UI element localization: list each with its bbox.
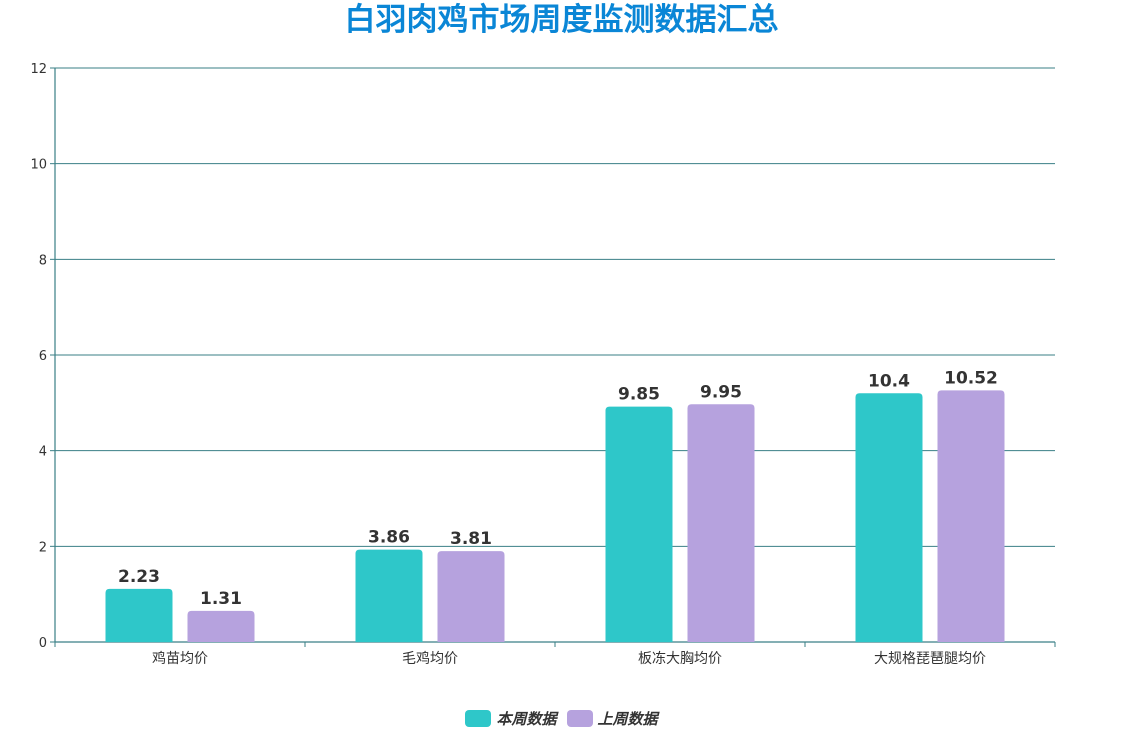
legend-label-previous: 上周数据 <box>597 710 658 728</box>
y-tick-label: 8 <box>39 253 47 268</box>
y-tick-label: 2 <box>39 540 47 555</box>
data-label: 3.86 <box>368 528 410 548</box>
bar[interactable] <box>355 549 423 642</box>
x-tick-label: 板冻大胸均价 <box>638 650 722 667</box>
data-labels: 2.23 3.86 9.85 10.4 1.31 3.81 9.95 10.52 <box>118 368 998 609</box>
data-label: 1.31 <box>200 589 242 609</box>
data-label: 9.85 <box>618 385 660 405</box>
bar[interactable] <box>105 588 173 642</box>
chart-title: 白羽肉鸡市场周度监测数据汇总 <box>344 2 779 38</box>
y-tick-label: 6 <box>39 349 47 364</box>
data-label: 2.23 <box>118 567 160 587</box>
bar[interactable] <box>937 390 1005 642</box>
bar[interactable] <box>855 393 923 642</box>
legend-swatch-previous <box>566 710 593 727</box>
bar-chart: 0 2 4 6 8 10 12 鸡苗均价 毛鸡均价 板冻大胸均价 大规格琵琶腿均价 2.23 3.86… <box>30 62 1056 667</box>
gridlines <box>55 67 1055 547</box>
legend-swatch-current <box>465 710 492 727</box>
data-label: 9.95 <box>700 382 742 402</box>
bar[interactable] <box>187 610 255 642</box>
bar[interactable] <box>687 404 755 642</box>
y-tick-label: 12 <box>30 62 47 77</box>
data-label: 10.4 <box>868 371 910 391</box>
legend-item-previous[interactable]: 上周数据 <box>566 708 658 729</box>
legend: 本周数据 上周数据 <box>0 708 1123 729</box>
x-tick-label: 大规格琵琶腿均价 <box>874 651 986 667</box>
y-tick-label: 10 <box>30 158 47 173</box>
x-tick-label: 鸡苗均价 <box>152 650 208 667</box>
bar[interactable] <box>605 406 673 642</box>
legend-item-current[interactable]: 本周数据 <box>465 708 557 729</box>
data-label: 3.81 <box>450 529 492 549</box>
y-tick-label: 4 <box>39 445 47 460</box>
bar[interactable] <box>437 551 505 642</box>
legend-label-current: 本周数据 <box>496 710 557 728</box>
bars <box>105 390 1005 642</box>
y-tick-label: 0 <box>39 636 47 651</box>
x-tick-label: 毛鸡均价 <box>402 650 458 667</box>
data-label: 10.52 <box>944 368 998 388</box>
